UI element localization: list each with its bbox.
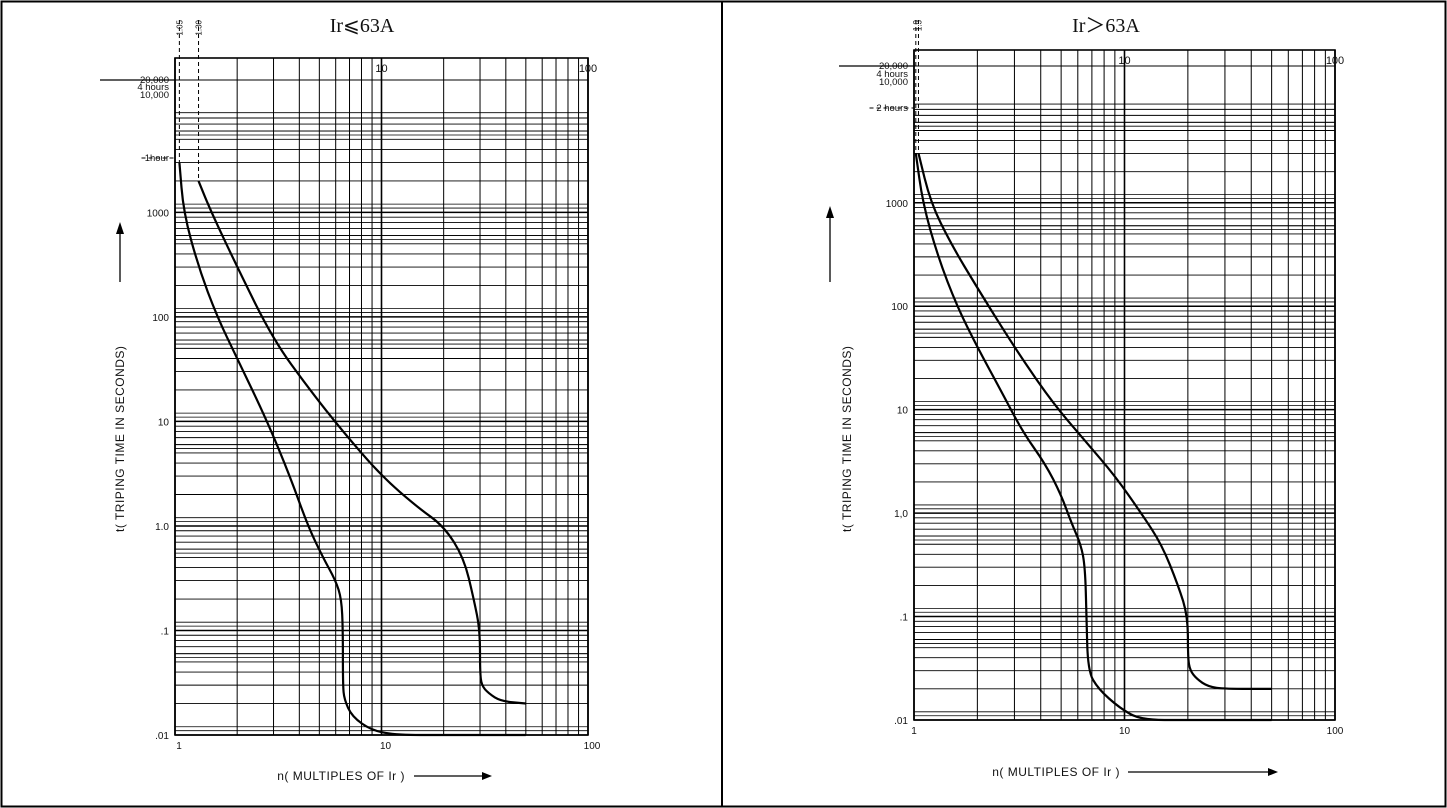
y-tick-label: .01	[155, 731, 169, 742]
x-tick-label: 100	[1327, 726, 1344, 737]
y-tick-label: 10	[158, 417, 170, 428]
vertical-marker-label: 1.30	[195, 19, 204, 35]
series-right	[914, 153, 1272, 722]
chart-title-right: Ir＞63A	[1072, 15, 1140, 37]
y-ticks-left: 1000 100 10 1.0 .1 .01	[147, 208, 170, 742]
x-tick-label: 1	[176, 741, 182, 752]
plot-frame	[174, 57, 589, 736]
x-tick-label: 100	[584, 741, 601, 752]
tripping-curve-2	[917, 153, 1272, 690]
y-annotation-label: 4 hours	[876, 69, 908, 80]
y-tick-label: .1	[161, 626, 170, 637]
x-axis-arrow-head-left	[482, 772, 492, 780]
y-tick-label: 1000	[886, 199, 909, 210]
y-axis-label-right: t( TRIPING TIME IN SECONDS)	[840, 346, 854, 532]
grid-right	[913, 49, 1336, 721]
x-axis-label-left: n( MULTIPLES OF Ir )	[277, 769, 405, 783]
y-tick-label: 100	[152, 313, 169, 324]
vertical-marker-label: 1.3	[914, 19, 923, 31]
x-tick-label: 10	[1119, 726, 1131, 737]
y-tick-label: 100	[891, 302, 908, 313]
y-tick-label: 10	[897, 406, 909, 417]
y-ticks-right: 1000 100 10 1,0 .1 .01	[886, 199, 909, 727]
y-axis-arrow-head-right	[826, 206, 834, 218]
y-tick-label: .01	[894, 716, 908, 727]
y-tick-label: 1,0	[894, 509, 908, 520]
x-axis-arrow-head-right	[1268, 768, 1278, 776]
tripping-curve-2	[197, 180, 526, 705]
y-annotation-label: 10,000	[140, 90, 169, 101]
grid-left	[174, 57, 589, 736]
y-axis-arrow-head-left	[116, 222, 124, 234]
y-axis-label-left: t( TRIPING TIME IN SECONDS)	[113, 346, 127, 532]
y-annotation-label: 4 hours	[137, 82, 169, 93]
vertical-marker-label: 1.05	[175, 19, 184, 35]
series-left	[178, 162, 526, 737]
x-axis-label-right: n( MULTIPLES OF Ir )	[992, 765, 1120, 779]
x-top-tick-label: 100	[1326, 55, 1344, 67]
tripping-curve-1	[914, 153, 1272, 722]
x-ticks-left: 1 10 100 10 100	[176, 63, 601, 752]
vertical-marker-label: 1.0	[912, 19, 921, 31]
x-tick-label: 10	[380, 741, 392, 752]
x-top-tick-label: 10	[1118, 55, 1130, 67]
x-ticks-right: 1 10 100 10 100	[911, 55, 1344, 737]
x-tick-label: 1	[911, 726, 917, 737]
y-annotation-label: 10,000	[879, 77, 908, 88]
y-tick-label: 1.0	[155, 522, 169, 533]
x-top-tick-label: 10	[375, 63, 387, 75]
chart-title-left: Ir⩽63A	[330, 15, 395, 37]
tripping-curve-1	[178, 162, 526, 737]
plot-frame	[913, 49, 1336, 721]
x-top-tick-label: 100	[579, 63, 597, 75]
y-tick-label: 1000	[147, 208, 170, 219]
y-tick-label: .1	[900, 613, 909, 624]
